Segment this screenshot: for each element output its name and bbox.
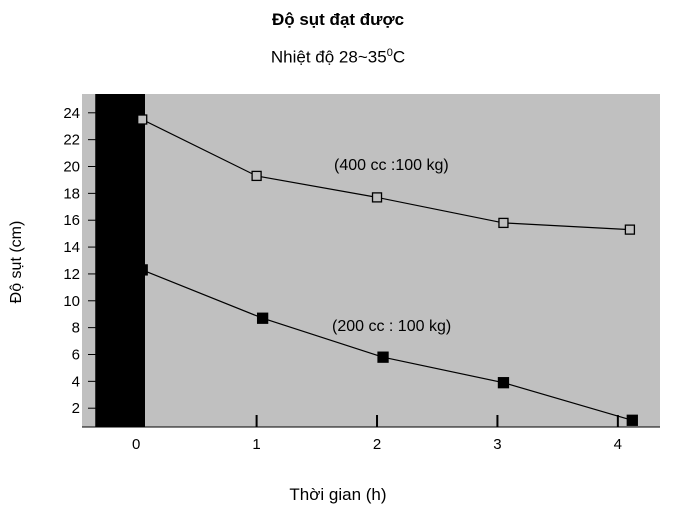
y-tick-label: 14 <box>63 239 80 256</box>
data-point-filled-square <box>497 377 510 389</box>
x-tick-label: 2 <box>373 436 381 453</box>
series-layer <box>136 114 638 426</box>
y-tick-label: 6 <box>72 346 80 363</box>
y-tick-label: 10 <box>63 293 80 310</box>
left-black-band <box>96 94 145 427</box>
x-tick-label: 0 <box>132 436 140 453</box>
x-tick-label: 3 <box>493 436 501 453</box>
y-tick-label: 16 <box>63 212 80 229</box>
y-tick-label: 2 <box>72 400 80 417</box>
x-tick-label: 1 <box>252 436 260 453</box>
y-tick-label: 8 <box>72 320 80 337</box>
y-tick-label: 22 <box>63 132 80 149</box>
subtitle-degree: 0 <box>386 47 393 59</box>
data-point-filled-square <box>377 351 389 363</box>
series-0 <box>137 114 636 235</box>
series-label-400cc: (400 cc :100 kg) <box>334 157 449 174</box>
data-point-open-square <box>498 217 509 229</box>
series-1 <box>136 264 638 426</box>
data-point-open-square <box>251 170 262 182</box>
chart-title: Độ sụt đạt được <box>271 10 405 29</box>
subtitle-text: Nhiệt độ 28~35 <box>270 47 387 67</box>
x-axis-label: Thời gian (h) <box>289 485 387 504</box>
y-tick-label: 12 <box>63 266 80 283</box>
data-point-open-square <box>137 114 148 125</box>
data-point-open-square <box>624 224 636 235</box>
y-tick-label: 4 <box>72 373 80 390</box>
y-tick-label: 20 <box>63 159 80 176</box>
data-point-filled-square <box>256 312 269 324</box>
series-label-200cc: (200 cc : 100 kg) <box>332 318 451 335</box>
chart-subtitle: Nhiệt độ 28~350C <box>0 47 676 68</box>
subtitle-unit: C <box>392 47 406 67</box>
data-point-filled-square <box>626 414 638 426</box>
y-tick-label: 24 <box>63 105 80 122</box>
data-point-open-square <box>371 192 383 203</box>
y-tick-label: 18 <box>63 185 80 202</box>
plot-background <box>82 94 660 427</box>
x-axis: 0 1 2 3 4 <box>82 415 660 453</box>
data-point-filled-square <box>136 264 148 276</box>
x-tick-label: 4 <box>614 436 622 453</box>
